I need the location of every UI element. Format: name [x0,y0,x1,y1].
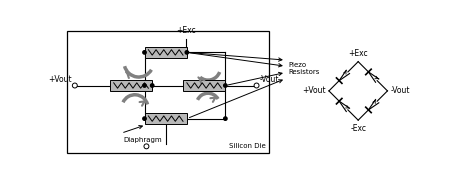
Bar [144,47,187,58]
Circle shape [224,84,227,87]
Bar [183,80,225,91]
Text: Diaphragm: Diaphragm [123,137,162,143]
Circle shape [143,84,146,87]
Circle shape [224,117,227,120]
Text: +Vout: +Vout [302,86,326,95]
Text: +Exc: +Exc [177,26,196,35]
Text: Silicon Die: Silicon Die [229,143,266,149]
Text: -Exc: -Exc [350,124,366,133]
Circle shape [254,83,259,88]
Text: -Vout: -Vout [260,75,279,84]
Text: -Vout: -Vout [390,86,410,95]
Circle shape [72,83,77,88]
Bar [110,80,152,91]
Circle shape [143,117,146,120]
Text: +Exc: +Exc [348,49,368,58]
Bar [67,31,269,152]
Text: Piezo
Resistors: Piezo Resistors [288,62,320,75]
Bar [144,113,187,124]
Circle shape [151,84,154,87]
Circle shape [143,51,146,54]
Circle shape [185,51,188,54]
Text: +Vout: +Vout [48,75,72,84]
Circle shape [144,144,149,149]
